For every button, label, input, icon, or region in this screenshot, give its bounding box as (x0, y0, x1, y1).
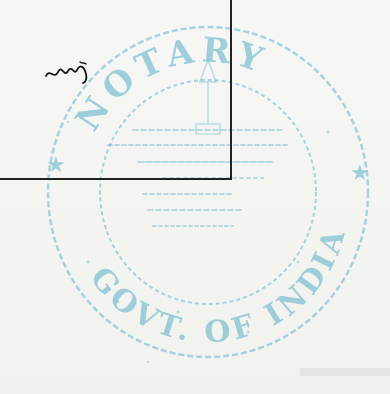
scan-artifact-streak (300, 368, 390, 376)
seal-star-icon: ★ (350, 161, 370, 186)
handwritten-initials-signature (45, 61, 88, 84)
state-emblem-icon (195, 57, 221, 135)
frame-right-edge (230, 0, 232, 180)
seal-star-icon: ★ (46, 153, 66, 178)
frame-bottom-edge (0, 178, 232, 180)
notary-seal-stamp: NOTARY GOVT. OF INDIA ★ ★ (46, 25, 370, 364)
seal-upper-text: NOTARY (68, 30, 273, 138)
